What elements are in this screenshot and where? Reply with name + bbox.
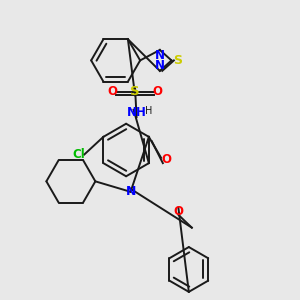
Text: O: O [152,85,163,98]
Text: O: O [108,85,118,98]
Text: N: N [155,49,165,62]
Text: S: S [130,85,140,98]
Text: H: H [146,106,153,116]
Text: N: N [155,59,165,72]
Text: Cl: Cl [72,148,85,161]
Text: NH: NH [127,106,146,119]
Text: S: S [174,54,183,67]
Text: N: N [125,185,136,198]
Text: O: O [161,153,171,166]
Text: O: O [173,205,183,218]
